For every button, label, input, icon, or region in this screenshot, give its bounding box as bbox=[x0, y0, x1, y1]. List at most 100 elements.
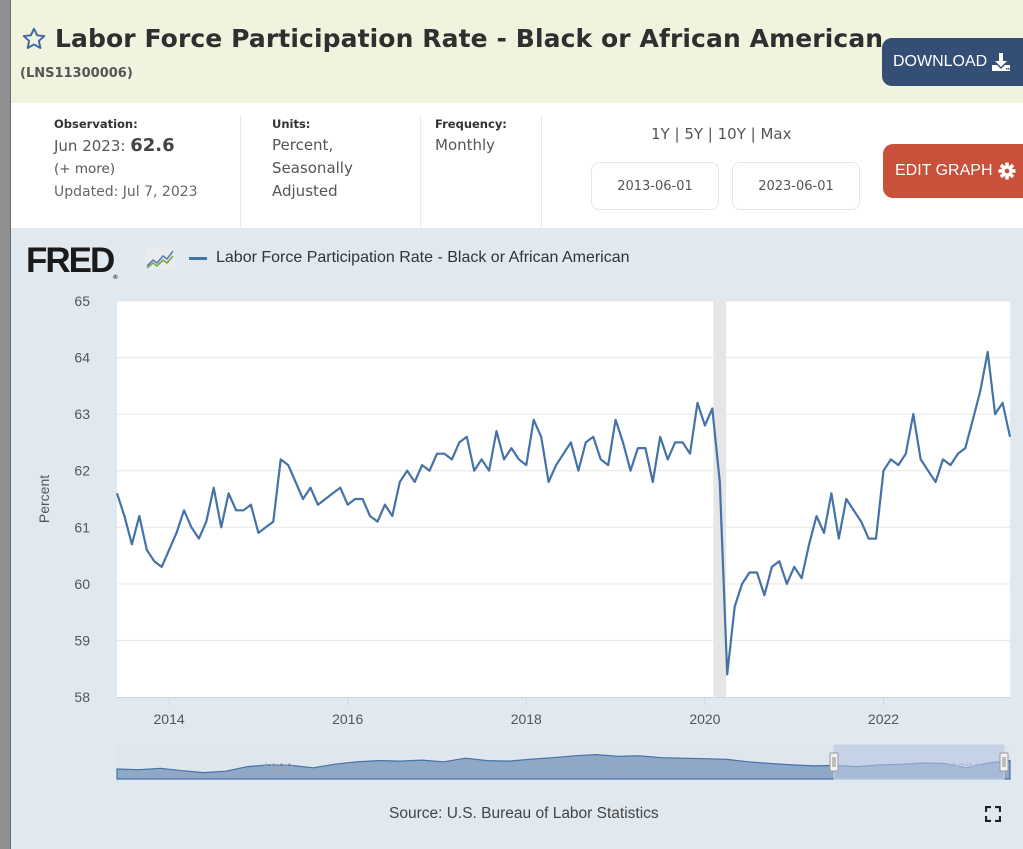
data-point[interactable] bbox=[940, 456, 946, 462]
series-line[interactable] bbox=[115, 350, 1012, 676]
data-point[interactable] bbox=[620, 439, 626, 445]
data-point[interactable] bbox=[761, 592, 767, 598]
data-point[interactable] bbox=[330, 490, 336, 496]
data-point[interactable] bbox=[456, 439, 462, 445]
data-point[interactable] bbox=[486, 468, 492, 474]
data-point[interactable] bbox=[858, 519, 864, 525]
data-point[interactable] bbox=[360, 496, 366, 502]
data-point[interactable] bbox=[412, 479, 418, 485]
data-point[interactable] bbox=[754, 570, 760, 576]
data-point[interactable] bbox=[866, 536, 872, 542]
data-point[interactable] bbox=[166, 547, 172, 553]
data-point[interactable] bbox=[419, 462, 425, 468]
data-point[interactable] bbox=[650, 479, 656, 485]
data-point[interactable] bbox=[300, 496, 306, 502]
data-point[interactable] bbox=[181, 507, 187, 513]
data-point[interactable] bbox=[881, 468, 887, 474]
data-point[interactable] bbox=[970, 417, 976, 423]
data-point[interactable] bbox=[196, 536, 202, 542]
data-point[interactable] bbox=[315, 502, 321, 508]
data-point[interactable] bbox=[561, 451, 567, 457]
data-point[interactable] bbox=[270, 519, 276, 525]
data-point[interactable] bbox=[821, 530, 827, 536]
data-point[interactable] bbox=[568, 439, 574, 445]
data-point[interactable] bbox=[895, 462, 901, 468]
data-point[interactable] bbox=[784, 581, 790, 587]
data-point[interactable] bbox=[814, 513, 820, 519]
data-point[interactable] bbox=[337, 485, 343, 491]
data-point[interactable] bbox=[345, 502, 351, 508]
data-point[interactable] bbox=[553, 462, 559, 468]
data-point[interactable] bbox=[799, 575, 805, 581]
data-point[interactable] bbox=[211, 485, 217, 491]
data-point[interactable] bbox=[114, 490, 120, 496]
fullscreen-icon[interactable] bbox=[985, 806, 1001, 822]
data-point[interactable] bbox=[382, 502, 388, 508]
data-point[interactable] bbox=[702, 423, 708, 429]
data-point[interactable] bbox=[851, 507, 857, 513]
data-point[interactable] bbox=[322, 496, 328, 502]
data-point[interactable] bbox=[226, 490, 232, 496]
data-point[interactable] bbox=[843, 496, 849, 502]
data-point[interactable] bbox=[278, 456, 284, 462]
data-point[interactable] bbox=[375, 519, 381, 525]
data-point[interactable] bbox=[695, 400, 701, 406]
data-point[interactable] bbox=[925, 468, 931, 474]
data-point[interactable] bbox=[962, 445, 968, 451]
data-point[interactable] bbox=[642, 445, 648, 451]
data-point[interactable] bbox=[538, 434, 544, 440]
data-point[interactable] bbox=[769, 564, 775, 570]
data-point[interactable] bbox=[598, 456, 604, 462]
data-point[interactable] bbox=[657, 434, 663, 440]
data-point[interactable] bbox=[352, 496, 358, 502]
data-point[interactable] bbox=[985, 349, 991, 355]
data-point[interactable] bbox=[144, 547, 150, 553]
data-point[interactable] bbox=[732, 604, 738, 610]
data-point[interactable] bbox=[546, 479, 552, 485]
data-point[interactable] bbox=[159, 564, 165, 570]
data-point[interactable] bbox=[635, 445, 641, 451]
data-point[interactable] bbox=[293, 479, 299, 485]
data-point[interactable] bbox=[948, 462, 954, 468]
data-point[interactable] bbox=[479, 456, 485, 462]
range-1y[interactable]: 1Y bbox=[651, 125, 670, 143]
data-point[interactable] bbox=[873, 536, 879, 542]
data-point[interactable] bbox=[1000, 400, 1006, 406]
data-point[interactable] bbox=[188, 524, 194, 530]
data-point[interactable] bbox=[828, 490, 834, 496]
more-observations-link[interactable]: (+ more) bbox=[54, 161, 116, 177]
data-point[interactable] bbox=[241, 507, 247, 513]
data-point[interactable] bbox=[263, 524, 269, 530]
data-point[interactable] bbox=[151, 558, 157, 564]
data-point[interactable] bbox=[494, 428, 500, 434]
data-point[interactable] bbox=[397, 479, 403, 485]
data-point[interactable] bbox=[575, 468, 581, 474]
data-point[interactable] bbox=[434, 451, 440, 457]
data-point[interactable] bbox=[776, 558, 782, 564]
data-point[interactable] bbox=[739, 581, 745, 587]
data-point[interactable] bbox=[709, 406, 715, 412]
data-point[interactable] bbox=[665, 456, 671, 462]
data-point[interactable] bbox=[129, 541, 135, 547]
navigator-handle-right[interactable] bbox=[999, 752, 1009, 772]
star-outline-icon[interactable] bbox=[21, 26, 47, 52]
data-point[interactable] bbox=[121, 513, 127, 519]
data-point[interactable] bbox=[523, 462, 529, 468]
data-point[interactable] bbox=[449, 456, 455, 462]
data-point[interactable] bbox=[174, 530, 180, 536]
range-max[interactable]: Max bbox=[760, 125, 792, 143]
navigator-handle-left[interactable] bbox=[829, 752, 839, 772]
data-point[interactable] bbox=[605, 462, 611, 468]
data-point[interactable] bbox=[441, 451, 447, 457]
range-10y[interactable]: 10Y bbox=[717, 125, 746, 143]
data-point[interactable] bbox=[680, 439, 686, 445]
data-point[interactable] bbox=[977, 389, 983, 395]
data-point[interactable] bbox=[933, 479, 939, 485]
data-point[interactable] bbox=[389, 513, 395, 519]
data-point[interactable] bbox=[464, 434, 470, 440]
data-point[interactable] bbox=[806, 541, 812, 547]
data-point[interactable] bbox=[516, 456, 522, 462]
data-point[interactable] bbox=[531, 417, 537, 423]
chart-legend[interactable]: Labor Force Participation Rate - Black o… bbox=[189, 249, 630, 267]
data-point[interactable] bbox=[910, 411, 916, 417]
